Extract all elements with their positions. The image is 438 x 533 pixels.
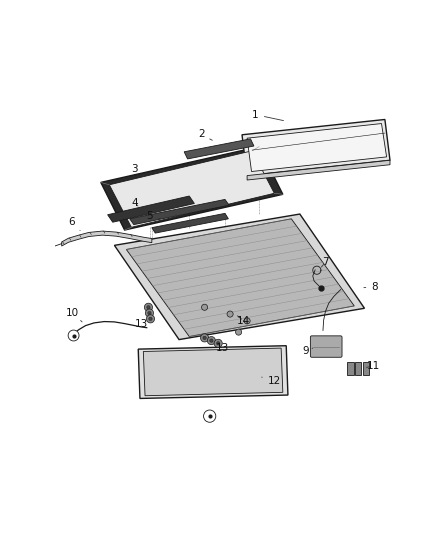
Circle shape [202, 336, 206, 340]
Text: 10: 10 [66, 308, 82, 322]
Polygon shape [107, 196, 194, 222]
Polygon shape [152, 213, 228, 233]
Polygon shape [130, 199, 229, 224]
Text: 13: 13 [212, 341, 228, 353]
Text: 8: 8 [363, 282, 377, 292]
Text: 6: 6 [68, 217, 80, 230]
Circle shape [235, 329, 241, 335]
Text: 3: 3 [131, 164, 144, 176]
Circle shape [244, 318, 250, 324]
Polygon shape [101, 147, 282, 230]
Circle shape [144, 303, 152, 311]
Bar [347, 362, 353, 375]
Polygon shape [138, 346, 287, 399]
Polygon shape [126, 219, 353, 336]
Polygon shape [247, 124, 386, 172]
Circle shape [200, 334, 208, 342]
Circle shape [146, 305, 150, 309]
Circle shape [203, 410, 215, 422]
Circle shape [214, 339, 222, 348]
FancyBboxPatch shape [310, 336, 341, 357]
Bar [354, 362, 360, 375]
Polygon shape [241, 119, 389, 175]
Text: 12: 12 [261, 376, 280, 386]
Circle shape [68, 330, 79, 341]
Polygon shape [114, 214, 364, 340]
Text: 13: 13 [134, 313, 149, 329]
Circle shape [216, 342, 219, 345]
Circle shape [201, 304, 207, 310]
Bar [362, 362, 368, 375]
Circle shape [146, 315, 154, 323]
Circle shape [209, 339, 212, 342]
Circle shape [145, 309, 153, 317]
Text: 9: 9 [302, 346, 312, 356]
Text: 4: 4 [131, 198, 138, 208]
Polygon shape [61, 231, 152, 246]
Polygon shape [143, 348, 282, 395]
Text: 2: 2 [198, 130, 212, 140]
Text: 1: 1 [252, 110, 283, 120]
Text: 14: 14 [237, 316, 250, 326]
Circle shape [148, 311, 151, 315]
Circle shape [148, 317, 152, 320]
Polygon shape [247, 160, 389, 180]
Text: 11: 11 [366, 361, 379, 371]
Text: 7: 7 [321, 257, 328, 268]
Text: 5: 5 [146, 212, 160, 221]
Polygon shape [109, 151, 274, 227]
Circle shape [226, 311, 233, 317]
Circle shape [207, 336, 215, 345]
Polygon shape [184, 139, 253, 159]
